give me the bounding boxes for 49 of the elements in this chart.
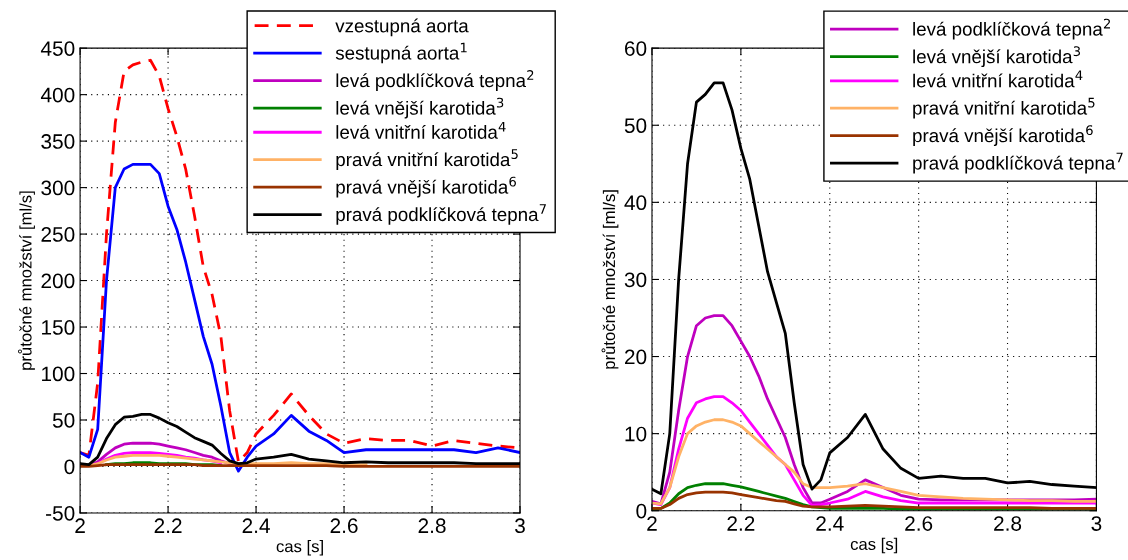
legend-label: levá podklíčková tepna$^{2}$ [913,18,1110,40]
x-tick-label: 3 [515,518,525,534]
legend-label: levá vnitřní karotida$^{4}$ [913,70,1083,88]
x-tick-label: 2.6 [330,518,358,534]
y-tick-label: 50 [52,413,75,428]
x-tick-label: 2.8 [994,516,1022,531]
y-tick-label: 40 [624,195,647,211]
y-tick-label: 50 [624,118,647,134]
legend-label: pravá vnitřní karotida$^{5}$ [336,149,518,170]
x-tick-label: 2 [647,516,657,531]
x-tick-label: 2.2 [154,518,182,533]
x-axis-title: cas [s] [850,537,898,554]
y-tick-label: 250 [41,227,75,242]
y-axis-title: průtočné množství [ml/s] [601,190,619,369]
legend-label: pravá podklíčková tepna$^{7}$ [336,204,546,225]
y-tick-label: 0 [636,503,647,519]
y-tick-label: 200 [41,273,75,289]
y-tick-label: 300 [41,180,75,196]
x-tick-label: 2 [75,518,85,533]
y-tick-label: 450 [40,41,75,56]
y-tick-label: 20 [625,349,647,365]
legend-label: levá podklíčková tepna$^{2}$ [336,70,534,91]
legend-label: pravá vnitřní karotida$^{5}$ [913,97,1095,119]
y-tick-label: 150 [42,320,75,335]
legend-label: levá vnější karotida$^{3}$ [913,46,1081,68]
y-tick-label: 10 [625,426,647,442]
legend-label: pravá podklíčková tepna$^{7}$ [913,152,1123,174]
y-tick-label: 400 [40,87,75,103]
x-tick-label: 2.8 [418,518,446,534]
x-tick-label: 2.4 [242,518,270,533]
legend-label: vzestupná aorta [335,18,469,37]
x-tick-label: 2.4 [816,516,844,531]
legend-label: levá vnitřní karotida$^{4}$ [336,121,506,139]
line-series [651,418,1097,506]
y-tick-label: 100 [42,366,75,382]
x-tick-label: 2.6 [905,516,933,531]
legend-label: pravá vnější karotida$^{6}$ [336,176,516,198]
legend-label: pravá vnější karotida$^{6}$ [913,125,1093,147]
x-tick-label: 3 [1091,516,1102,531]
legend-label: levá vnější karotida$^{3}$ [336,97,504,119]
y-tick-label: -50 [46,505,75,521]
y-tick-label: 30 [624,272,647,288]
y-axis-title: průtočné množství [ml/s] [18,191,35,370]
y-tick-label: 0 [64,459,75,475]
x-axis-title: cas [s] [276,540,323,556]
y-tick-label: 350 [41,134,75,149]
y-tick-label: 60 [625,41,647,56]
x-tick-label: 2.2 [727,516,755,531]
legend-label: sestupná aorta$^{1}$ [335,42,467,64]
